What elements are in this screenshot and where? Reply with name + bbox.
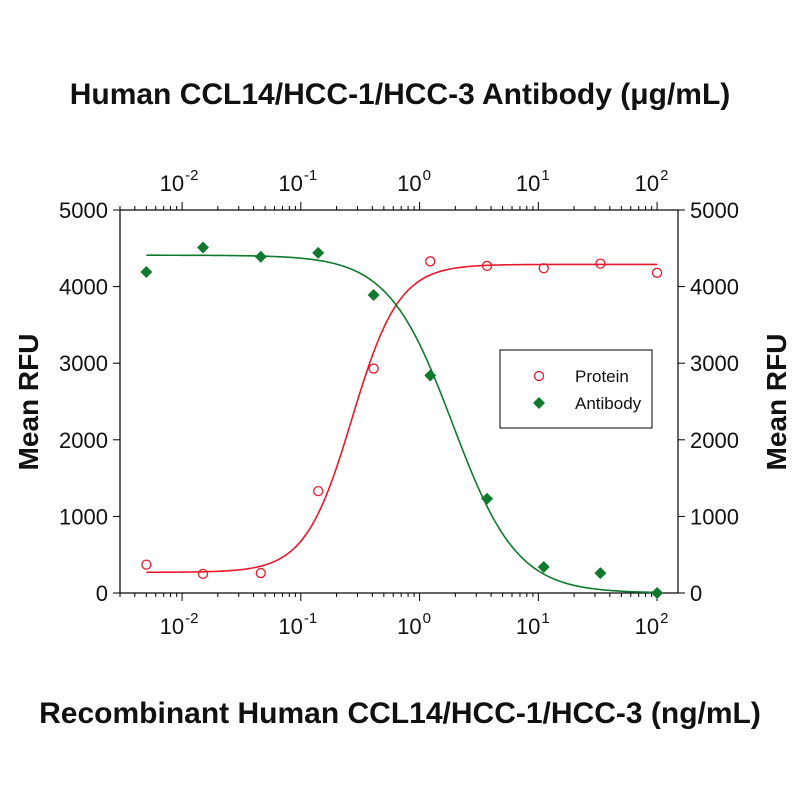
x-tick-base: 10 (278, 614, 302, 639)
x-tick-base: 10 (397, 614, 421, 639)
antibody-point (651, 587, 664, 599)
legend-box (499, 349, 653, 429)
x-tick-base: 10 (278, 171, 302, 196)
protein-point (481, 260, 493, 272)
antibody-point (537, 560, 550, 573)
x-tick-label-bottom: 10 2 (635, 610, 669, 639)
x-tick-exponent: -1 (304, 610, 317, 627)
y-tick-label-left: 1000 (59, 504, 108, 529)
x-tick-label-bottom: 10 -2 (160, 610, 199, 639)
y-tick-label-left: 0 (96, 581, 108, 606)
x-tick-label-bottom: 10 1 (516, 610, 550, 639)
protein-point (197, 568, 209, 579)
protein-point (538, 263, 549, 274)
y-tick-label-right: 4000 (690, 275, 739, 300)
x-tick-base: 10 (516, 614, 540, 639)
x-tick-base: 10 (397, 171, 421, 196)
antibody-point (367, 289, 380, 302)
x-tick-exponent: 1 (541, 167, 549, 184)
x-tick-exponent: -1 (304, 167, 317, 184)
protein-point (651, 267, 663, 278)
x-tick-base: 10 (160, 171, 184, 196)
protein-point (425, 256, 436, 267)
antibody-point (197, 241, 210, 254)
x-tick-base: 10 (635, 614, 659, 639)
x-tick-label-top: 10 -1 (278, 167, 317, 196)
y-tick-label-right: 3000 (690, 351, 739, 376)
protein-point (141, 559, 152, 570)
protein-point (595, 258, 606, 269)
x-tick-exponent: 2 (660, 610, 668, 627)
y-tick-label-left: 5000 (59, 198, 108, 223)
legend: Protein Antibody (499, 349, 653, 429)
x-tick-exponent: 0 (423, 610, 431, 627)
protein-point (313, 485, 324, 497)
plot-frame (119, 209, 679, 594)
y-axis-label-right: Mean RFU (761, 334, 792, 471)
antibody-fit-curve (146, 254, 658, 594)
legend-marker-protein (533, 370, 545, 382)
x-tick-label-bottom: 10 -1 (278, 610, 317, 639)
x-tick-base: 10 (516, 171, 540, 196)
protein-fit-curve (146, 263, 658, 574)
legend-marker-antibody (533, 397, 545, 409)
chart-title-top: Human CCL14/HCC-1/HCC-3 Antibody (μg/mL) (70, 78, 731, 111)
data-points-layer (140, 241, 664, 599)
x-tick-label-top: 10 0 (397, 167, 431, 196)
legend-label-antibody: Antibody (575, 394, 642, 413)
antibody-point (594, 567, 607, 580)
y-tick-label-left: 2000 (59, 428, 108, 453)
protein-point (368, 363, 379, 374)
y-tick-label-right: 5000 (690, 198, 739, 223)
x-axis-label: Recombinant Human CCL14/HCC-1/HCC-3 (ng/… (39, 697, 761, 730)
x-tick-exponent: 0 (423, 167, 431, 184)
x-tick-base: 10 (160, 614, 184, 639)
x-tick-label-top: 10 -2 (160, 167, 199, 196)
x-tick-exponent: 1 (541, 610, 549, 627)
antibody-point (254, 250, 267, 263)
x-tick-exponent: -2 (185, 167, 198, 184)
y-tick-label-right: 1000 (690, 504, 739, 529)
x-tick-label-top: 10 2 (635, 167, 669, 196)
y-tick-label-left: 3000 (59, 351, 108, 376)
x-tick-label-bottom: 10 0 (397, 610, 431, 639)
protein-point (255, 567, 266, 579)
antibody-point (481, 492, 494, 505)
legend-label-protein: Protein (575, 367, 629, 386)
x-tick-exponent: 2 (660, 167, 668, 184)
y-tick-label-right: 0 (690, 581, 702, 606)
y-axis-label-left: Mean RFU (13, 334, 44, 471)
antibody-point (140, 266, 153, 279)
y-tick-label-right: 2000 (690, 428, 739, 453)
antibody-point (312, 246, 325, 259)
y-tick-label-left: 4000 (59, 275, 108, 300)
fit-curves-layer (146, 254, 658, 594)
x-tick-label-top: 10 1 (516, 167, 550, 196)
x-tick-base: 10 (635, 171, 659, 196)
antibody-point (424, 369, 437, 382)
x-tick-exponent: -2 (185, 610, 198, 627)
